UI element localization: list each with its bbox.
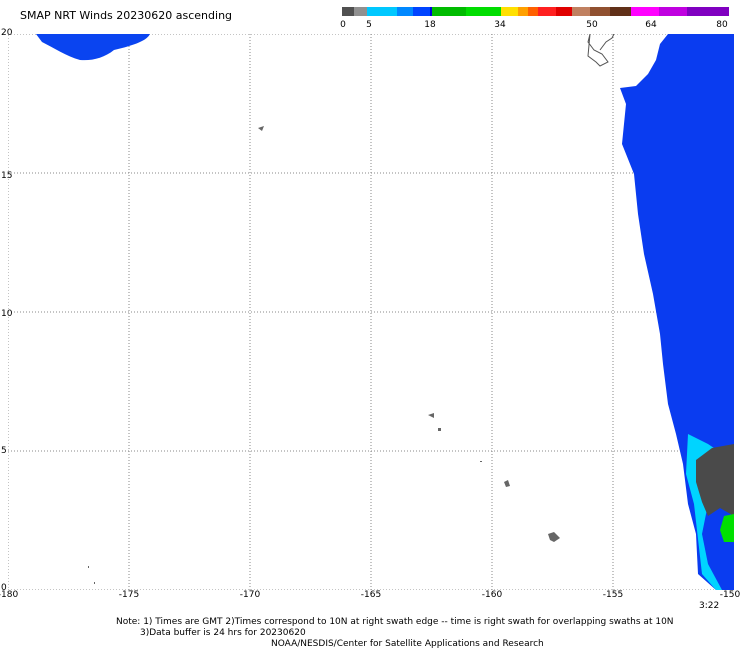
colorbar-segment (659, 7, 687, 16)
colorbar-segment (366, 7, 398, 16)
island-southern (548, 532, 560, 542)
colorbar-segment (397, 7, 413, 16)
colorbar-segment (342, 7, 354, 16)
y-tick-label: 15 (1, 171, 13, 181)
map-title: SMAP NRT Winds 20230620 ascending (20, 9, 233, 22)
colorbar-segment (686, 7, 729, 16)
attribution: NOAA/NESDIS/Center for Satellite Applica… (271, 639, 544, 649)
x-tick-label: -165 (360, 590, 382, 600)
x-tick-label: -170 (239, 590, 261, 600)
x-tick-label: -180 (0, 590, 19, 600)
colorbar-segment (431, 7, 467, 16)
y-tick-label: 10 (1, 309, 13, 319)
colorbar-label-0: 0 (340, 20, 346, 30)
colorbar-segment (353, 7, 367, 16)
x-tick-label: -175 (118, 590, 140, 600)
island-speck-1 (88, 566, 89, 568)
y-tick-label: 0 (1, 583, 7, 593)
colorbar-label-34: 34 (494, 20, 506, 30)
colorbar-segment (572, 7, 591, 16)
island-jarvis-area (504, 480, 510, 487)
wind-swath-topleft (36, 34, 150, 61)
colorbar-segment (500, 7, 519, 16)
x-tick-label: -150 (719, 590, 740, 600)
wind-green-patch (720, 514, 734, 542)
colorbar-segment (466, 7, 501, 16)
colorbar-segment (429, 7, 432, 16)
rain-flag-region (696, 444, 734, 516)
colorbar-segment (555, 7, 573, 16)
colorbar-label-50: 50 (586, 20, 598, 30)
swath-time-label: 3:22 (699, 601, 720, 611)
colorbar-label-64: 64 (645, 20, 657, 30)
hawaii-island (587, 34, 615, 67)
colorbar-segment (412, 7, 430, 16)
note-line-2: 3)Data buffer is 24 hrs for 20230620 (140, 628, 306, 638)
island-palmyra (438, 428, 441, 431)
colorbar-segment (590, 7, 610, 16)
island-johnston (258, 126, 264, 131)
colorbar-segment (537, 7, 556, 16)
map-gridlines (8, 34, 734, 590)
colorbar-segment (609, 7, 632, 16)
colorbar-label-80: 80 (716, 20, 728, 30)
note-line-1: Note: 1) Times are GMT 2)Times correspon… (116, 617, 674, 627)
island-kingman (428, 413, 434, 418)
island-dot (480, 461, 482, 462)
wind-speed-colorbar (342, 7, 729, 16)
x-tick-label: -160 (481, 590, 503, 600)
colorbar-segment (518, 7, 529, 16)
colorbar-segment (528, 7, 538, 16)
y-tick-label: 20 (1, 28, 13, 38)
colorbar-segment (631, 7, 660, 16)
wind-map (8, 34, 734, 590)
colorbar-label-5: 5 (366, 20, 372, 30)
x-tick-label: -155 (602, 590, 624, 600)
island-speck-2 (94, 582, 95, 584)
colorbar-label-18: 18 (424, 20, 436, 30)
y-tick-label: 5 (1, 446, 7, 456)
